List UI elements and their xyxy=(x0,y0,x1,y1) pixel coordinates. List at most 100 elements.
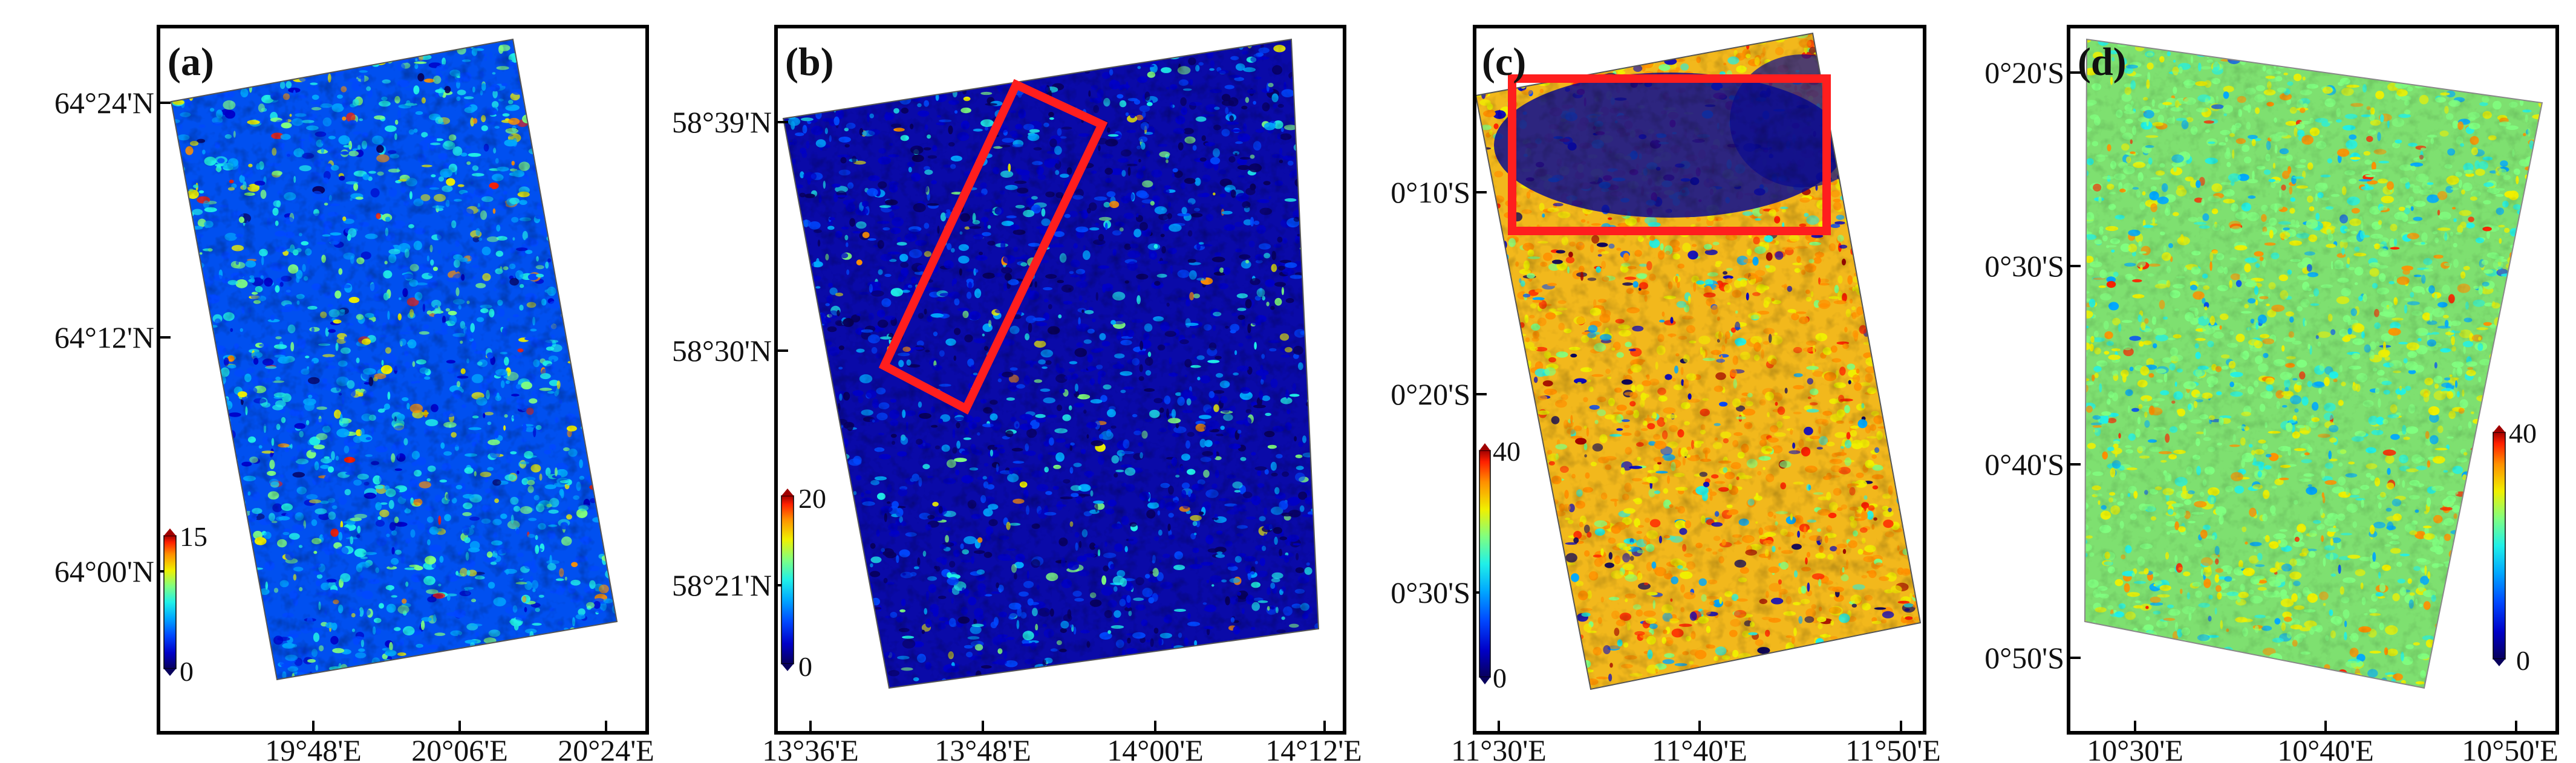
speckle-mark xyxy=(1303,41,1309,47)
speckle-mark xyxy=(1023,70,1034,73)
speckle-mark xyxy=(611,646,616,655)
speckle-mark xyxy=(615,313,617,320)
speckle-mark xyxy=(575,382,583,391)
speckle-mark xyxy=(223,594,230,601)
speckle-mark xyxy=(1313,383,1319,393)
speckle-mark xyxy=(1260,39,1272,41)
speckle-mark xyxy=(171,452,175,458)
speckle-mark xyxy=(955,34,960,37)
speckle-mark xyxy=(835,73,842,76)
speckle-mark xyxy=(806,444,818,452)
speckle-mark xyxy=(362,42,370,46)
panel-a-colorbar-min-arrow xyxy=(164,669,176,676)
speckle-mark xyxy=(842,478,850,482)
speckle-mark xyxy=(527,678,540,680)
speckle-mark xyxy=(870,608,875,615)
speckle-mark xyxy=(573,658,585,663)
speckle-mark xyxy=(612,531,616,537)
speckle-mark xyxy=(801,548,812,553)
speckle-mark xyxy=(826,369,829,373)
speckle-mark xyxy=(835,490,846,495)
speckle-mark xyxy=(210,385,223,394)
speckle-mark xyxy=(849,676,856,681)
speckle-mark xyxy=(549,160,561,164)
speckle-mark xyxy=(941,67,951,76)
speckle-mark xyxy=(791,90,798,100)
speckle-mark xyxy=(558,123,571,128)
speckle-mark xyxy=(180,308,193,311)
speckle-mark xyxy=(245,647,257,652)
speckle-mark xyxy=(160,676,167,681)
speckle-mark xyxy=(1319,46,1323,50)
speckle-mark xyxy=(581,368,588,375)
speckle-mark xyxy=(1062,39,1074,41)
speckle-mark xyxy=(977,59,983,62)
speckle-mark xyxy=(605,307,613,317)
speckle-mark xyxy=(816,447,829,453)
speckle-mark xyxy=(181,449,194,459)
speckle-mark xyxy=(1306,353,1319,359)
speckle-mark xyxy=(189,311,198,316)
speckle-mark xyxy=(553,181,562,190)
speckle-mark xyxy=(926,49,940,57)
speckle-mark xyxy=(838,588,844,593)
speckle-mark xyxy=(613,179,617,189)
speckle-mark xyxy=(177,297,187,302)
speckle-mark xyxy=(813,352,820,357)
speckle-mark xyxy=(607,357,617,367)
speckle-mark xyxy=(556,32,561,36)
speckle-mark xyxy=(521,45,526,53)
speckle-mark xyxy=(525,64,534,73)
speckle-mark xyxy=(232,651,237,655)
speckle-mark xyxy=(171,431,172,438)
speckle-mark xyxy=(524,72,535,75)
speckle-mark xyxy=(238,74,250,79)
speckle-mark xyxy=(599,516,613,524)
speckle-mark xyxy=(578,397,590,401)
speckle-mark xyxy=(783,196,793,201)
speckle-mark xyxy=(417,45,430,48)
speckle-mark xyxy=(582,236,586,244)
speckle-mark xyxy=(159,193,169,196)
speckle-mark xyxy=(930,42,943,48)
speckle-mark xyxy=(1315,169,1319,175)
speckle-mark xyxy=(562,111,569,120)
speckle-mark xyxy=(552,91,556,96)
speckle-mark xyxy=(878,82,881,93)
speckle-mark xyxy=(819,605,823,614)
speckle-mark xyxy=(221,582,231,589)
speckle-mark xyxy=(558,161,570,163)
speckle-mark xyxy=(209,586,218,594)
speckle-mark xyxy=(925,687,933,688)
speckle-mark xyxy=(235,68,244,77)
speckle-mark xyxy=(172,472,182,481)
speckle-mark xyxy=(874,641,879,648)
speckle-mark xyxy=(802,273,810,280)
speckle-mark xyxy=(188,377,200,386)
speckle-mark xyxy=(229,481,240,491)
speckle-mark xyxy=(1303,648,1316,657)
speckle-mark xyxy=(171,158,177,163)
speckle-mark xyxy=(1091,681,1105,686)
speckle-mark xyxy=(827,472,841,478)
speckle-mark xyxy=(576,63,581,71)
speckle-mark xyxy=(1312,70,1319,77)
speckle-mark xyxy=(183,85,191,93)
speckle-mark xyxy=(601,351,607,355)
speckle-mark xyxy=(1321,484,1323,489)
speckle-mark xyxy=(292,57,305,65)
speckle-mark xyxy=(1315,96,1319,105)
speckle-mark xyxy=(783,46,784,55)
speckle-mark xyxy=(549,129,555,139)
speckle-mark xyxy=(189,258,198,267)
speckle-mark xyxy=(599,248,609,252)
speckle-mark xyxy=(1250,666,1258,672)
speckle-mark xyxy=(1229,654,1240,663)
speckle-mark xyxy=(615,562,617,568)
speckle-mark xyxy=(223,41,235,51)
speckle-mark xyxy=(231,497,238,506)
speckle-mark xyxy=(337,41,343,44)
speckle-mark xyxy=(617,141,625,147)
speckle-mark xyxy=(188,629,196,634)
speckle-mark xyxy=(232,494,240,502)
